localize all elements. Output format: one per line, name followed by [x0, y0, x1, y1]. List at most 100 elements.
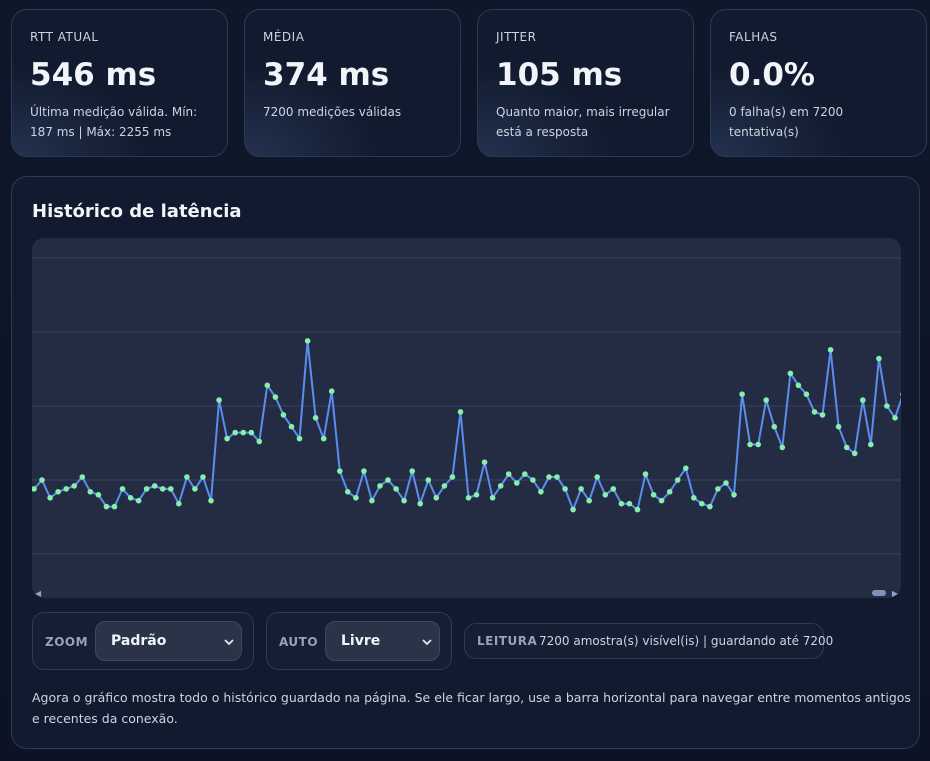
data-point	[683, 465, 689, 471]
panel-title: Histórico de latência	[32, 201, 242, 222]
data-point	[119, 486, 126, 492]
data-point	[200, 474, 206, 480]
data-point	[264, 382, 271, 389]
data-point	[248, 429, 255, 436]
data-point	[634, 506, 641, 513]
auto-label: AUTO	[279, 635, 319, 649]
data-point	[851, 450, 858, 457]
zoom-select[interactable]: Padrão	[95, 621, 242, 661]
data-point	[715, 486, 721, 492]
data-point	[658, 497, 665, 504]
data-point	[312, 415, 319, 421]
data-point	[103, 503, 110, 510]
data-point	[530, 477, 536, 483]
data-point	[562, 486, 568, 492]
data-point	[168, 486, 174, 492]
data-point	[489, 495, 496, 501]
data-point	[884, 403, 890, 409]
scroll-left-arrow-icon[interactable]: ◀	[35, 589, 42, 598]
data-point	[304, 338, 311, 344]
data-point	[143, 486, 150, 492]
data-point	[892, 415, 898, 421]
card-subtext: Última medição válida. Mín: 187 ms | Máx…	[30, 105, 198, 139]
scroll-right-arrow-icon[interactable]: ▶	[891, 589, 898, 598]
card-label: RTT ATUAL	[30, 30, 99, 44]
chevron-down-icon	[422, 639, 432, 646]
data-point	[240, 429, 246, 436]
data-point	[650, 492, 657, 498]
data-point	[505, 471, 512, 477]
data-point	[876, 355, 882, 362]
data-point	[232, 429, 238, 436]
reading-label: LEITURA	[477, 634, 538, 648]
data-point	[578, 486, 584, 492]
data-point	[642, 471, 649, 477]
card-average: MÉDIA 374 ms 7200 medições válidas	[244, 9, 461, 157]
data-point	[795, 382, 802, 389]
card-label: MÉDIA	[263, 30, 305, 44]
data-point	[320, 435, 327, 442]
data-point	[570, 506, 576, 513]
card-label: FALHAS	[729, 30, 778, 44]
data-point	[457, 409, 464, 415]
chevron-down-icon	[224, 639, 234, 646]
data-point	[827, 347, 834, 353]
data-point	[610, 486, 617, 492]
auto-control: AUTO Livre	[266, 612, 452, 670]
data-point	[192, 486, 198, 492]
data-point	[127, 495, 134, 501]
latency-chart-svg	[32, 257, 901, 555]
data-point	[425, 477, 432, 483]
card-subtext: Quanto maior, mais irregular está a resp…	[496, 105, 670, 139]
data-point	[111, 503, 118, 510]
stats-cards: RTT ATUAL 546 ms Última medição válida. …	[11, 9, 928, 157]
latency-series-line	[33, 339, 901, 511]
data-point	[779, 444, 786, 451]
data-point	[771, 423, 778, 430]
data-point	[755, 441, 761, 448]
data-point	[481, 459, 488, 465]
card-value: 374 ms	[263, 57, 390, 93]
data-point	[87, 489, 94, 495]
data-point	[731, 492, 737, 498]
data-point	[95, 492, 102, 498]
data-point	[586, 497, 592, 504]
chart-horizontal-scrollbar[interactable]: ◀ ▶	[32, 588, 901, 598]
data-point	[538, 489, 544, 495]
card-subtext: 0 falha(s) em 7200 tentativa(s)	[729, 105, 844, 139]
reading-text: 7200 amostra(s) visível(is) | guardando …	[539, 634, 834, 648]
data-point	[666, 489, 673, 495]
latency-chart: ◀ ▶	[32, 238, 901, 598]
data-point	[71, 483, 77, 489]
data-point	[224, 435, 230, 442]
data-point	[272, 394, 279, 400]
data-point	[216, 397, 222, 403]
help-note: Agora o gráfico mostra todo o histórico …	[32, 690, 911, 726]
data-point	[747, 441, 753, 448]
card-value: 546 ms	[30, 57, 157, 93]
data-point	[393, 486, 399, 492]
data-point	[79, 474, 86, 480]
data-point	[699, 500, 705, 507]
scrollbar-thumb[interactable]	[872, 590, 886, 596]
data-point	[441, 483, 448, 489]
data-point	[554, 474, 560, 480]
data-point	[433, 495, 440, 501]
data-point	[860, 397, 866, 403]
auto-select-value: Livre	[341, 633, 381, 649]
data-point	[497, 483, 504, 489]
data-point	[449, 474, 456, 480]
data-point	[723, 480, 729, 486]
data-point	[900, 392, 901, 397]
data-point	[369, 497, 375, 504]
card-jitter: JITTER 105 ms Quanto maior, mais irregul…	[477, 9, 694, 157]
auto-select[interactable]: Livre	[325, 621, 440, 661]
card-rtt-current: RTT ATUAL 546 ms Última medição válida. …	[11, 9, 228, 157]
data-point	[135, 497, 142, 504]
card-value: 105 ms	[496, 57, 623, 93]
data-point	[803, 391, 810, 397]
data-point	[401, 497, 407, 504]
data-point	[32, 486, 37, 492]
data-point	[602, 492, 609, 498]
data-point	[280, 412, 287, 418]
